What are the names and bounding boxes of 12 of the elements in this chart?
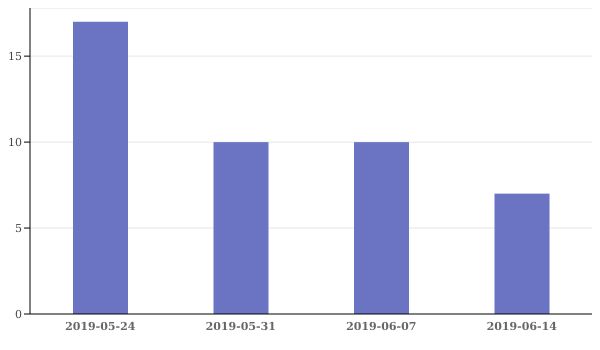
y-tick-label: 5 — [15, 222, 22, 235]
y-tick-label: 15 — [8, 50, 22, 64]
bar — [214, 142, 268, 314]
x-tick-label: 2019-06-14 — [486, 320, 558, 333]
bar — [494, 194, 550, 314]
bar — [73, 22, 128, 314]
bar — [354, 142, 409, 314]
x-tick-label: 2019-05-31 — [206, 320, 276, 333]
x-tick-label: 2019-06-07 — [346, 320, 416, 333]
x-tick-label: 2019-05-24 — [65, 320, 136, 333]
y-tick-label: 0 — [15, 308, 22, 321]
y-tick-label: 10 — [8, 136, 22, 149]
